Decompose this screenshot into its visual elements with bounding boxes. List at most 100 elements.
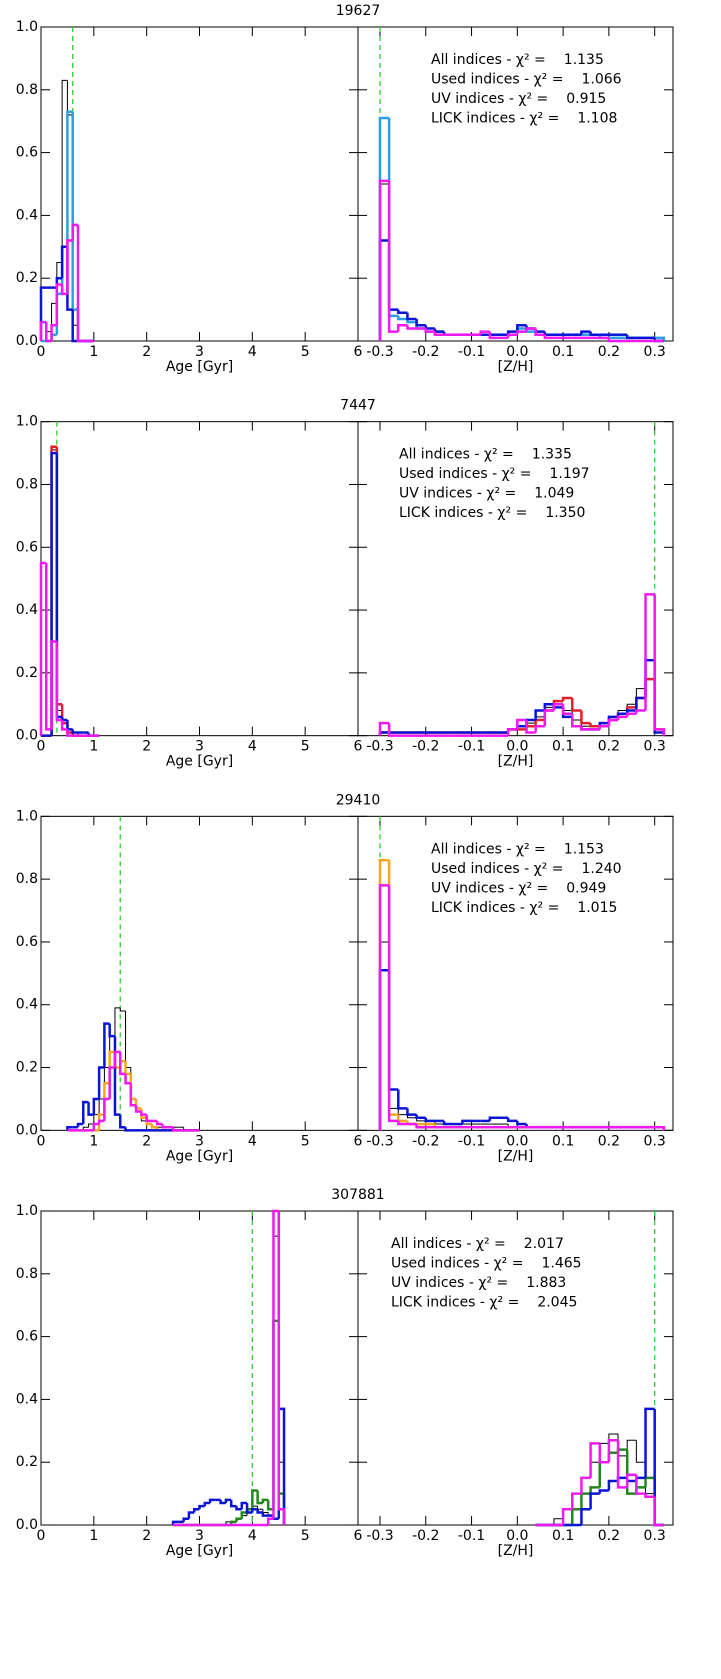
histogram-step xyxy=(543,703,554,711)
legend-chi2: 1.153 xyxy=(564,841,604,857)
x-axis-label: Age [Gyr] xyxy=(166,1148,233,1164)
x-tick-label: 0.2 xyxy=(598,1528,620,1544)
histogram-step xyxy=(543,709,554,720)
histogram-step xyxy=(150,1124,158,1129)
histogram-step xyxy=(644,677,655,698)
histogram-step xyxy=(66,719,73,731)
x-tick-label: 3 xyxy=(195,344,204,360)
histogram-step xyxy=(406,1108,417,1116)
x-tick-label: 0.1 xyxy=(552,344,574,360)
x-tick-label: 0 xyxy=(37,344,46,360)
x-tick-label: -0.1 xyxy=(458,1133,485,1149)
x-tick-label: 0 xyxy=(37,1528,46,1544)
histogram-step xyxy=(561,696,573,702)
histogram-step xyxy=(571,1493,582,1510)
histogram-step xyxy=(516,330,527,335)
histogram-step xyxy=(635,688,646,705)
legend-entry: All indices - χ² = 1.335 xyxy=(399,447,572,463)
histogram-step xyxy=(644,593,655,711)
x-tick-label: 0.0 xyxy=(506,739,528,755)
legend-entry: Used indices - χ² = 1.240 xyxy=(431,861,622,877)
legend-chi2: 1.350 xyxy=(545,505,585,521)
histogram-step xyxy=(257,1506,263,1510)
legend-chi2: 1.197 xyxy=(549,466,589,482)
histogram-step xyxy=(51,302,57,332)
histogram-step xyxy=(103,1022,110,1068)
histogram-step xyxy=(406,325,417,330)
histogram-step xyxy=(544,706,554,717)
histogram-step xyxy=(224,1498,232,1504)
histogram-step xyxy=(378,239,390,341)
histogram-step xyxy=(256,1509,263,1514)
x-tick-label: 6 xyxy=(354,739,363,755)
x-tick-label: 0 xyxy=(37,739,46,755)
y-tick-label: 0.4 xyxy=(16,602,38,618)
histogram-step xyxy=(240,1501,248,1510)
histogram-step xyxy=(155,1120,163,1126)
x-tick-label: 1 xyxy=(89,1528,98,1544)
histogram-step xyxy=(580,1477,591,1494)
histogram-step xyxy=(406,312,417,321)
histogram-step xyxy=(525,719,536,734)
histogram-step xyxy=(125,1011,131,1069)
legend-chi2: 2.045 xyxy=(537,1295,577,1311)
histogram-step xyxy=(580,710,591,725)
legend-name: LICK indices - χ² = xyxy=(399,505,527,521)
x-tick-label: 3 xyxy=(195,1528,204,1544)
x-tick-label: 3 xyxy=(195,1133,204,1149)
histogram-step xyxy=(103,1097,110,1121)
histogram-step xyxy=(251,1508,258,1513)
histogram-step xyxy=(571,713,582,728)
histogram-step xyxy=(171,1520,179,1526)
histogram-step xyxy=(113,1050,121,1068)
histogram-step xyxy=(379,183,390,341)
legend-chi2: 2.017 xyxy=(524,1236,564,1252)
histogram-step xyxy=(71,309,78,343)
histogram-step xyxy=(488,331,500,340)
histogram-step xyxy=(113,1036,121,1116)
legend-name: All indices - χ² = xyxy=(399,447,514,463)
histogram-step xyxy=(415,319,426,327)
histogram-step xyxy=(50,640,57,730)
histogram-step xyxy=(599,1442,609,1463)
histogram-step xyxy=(266,1517,274,1526)
histogram-step xyxy=(561,1508,573,1526)
chart-title: 29410 xyxy=(336,792,381,808)
histogram-step xyxy=(97,1066,105,1099)
legend-name: All indices - χ² = xyxy=(431,841,546,857)
y-tick-label: 0.2 xyxy=(16,270,38,286)
y-tick-label: 0.2 xyxy=(16,1454,38,1470)
histogram-step xyxy=(580,330,591,335)
histogram-step xyxy=(525,327,536,332)
histogram-step xyxy=(415,1124,426,1129)
x-tick-label: -0.3 xyxy=(366,1133,393,1149)
x-tick-label: 5 xyxy=(301,739,310,755)
histogram-step xyxy=(388,184,399,317)
histogram-step xyxy=(387,180,399,333)
x-tick-label: 2 xyxy=(142,739,151,755)
legend-chi2: 0.915 xyxy=(566,91,606,107)
x-tick-label: 0.2 xyxy=(598,1133,620,1149)
histogram-step xyxy=(424,328,435,333)
legend-chi2: 1.240 xyxy=(581,861,621,877)
x-tick-label: -0.2 xyxy=(412,1133,439,1149)
histogram-step xyxy=(571,716,582,728)
histogram-step xyxy=(55,283,63,326)
histogram-step xyxy=(97,1113,105,1131)
histogram-step xyxy=(616,715,628,720)
histogram-step xyxy=(87,1102,94,1116)
legend-name: Used indices - χ² = xyxy=(431,72,563,88)
legend-chi2: 1.066 xyxy=(581,72,621,88)
histogram-step xyxy=(182,1517,189,1522)
histogram-step xyxy=(653,1496,664,1527)
y-tick-label: 0.2 xyxy=(16,1060,38,1076)
histogram-step xyxy=(635,709,646,714)
legend-entry: UV indices - χ² = 1.883 xyxy=(391,1275,566,1291)
legend-chi2: 0.949 xyxy=(566,880,606,896)
y-tick-label: 0.4 xyxy=(16,997,38,1013)
histogram-step xyxy=(235,1517,242,1522)
y-tick-label: 1.0 xyxy=(16,808,38,824)
plot-frame xyxy=(357,421,674,737)
x-tick-label: -0.3 xyxy=(366,739,393,755)
